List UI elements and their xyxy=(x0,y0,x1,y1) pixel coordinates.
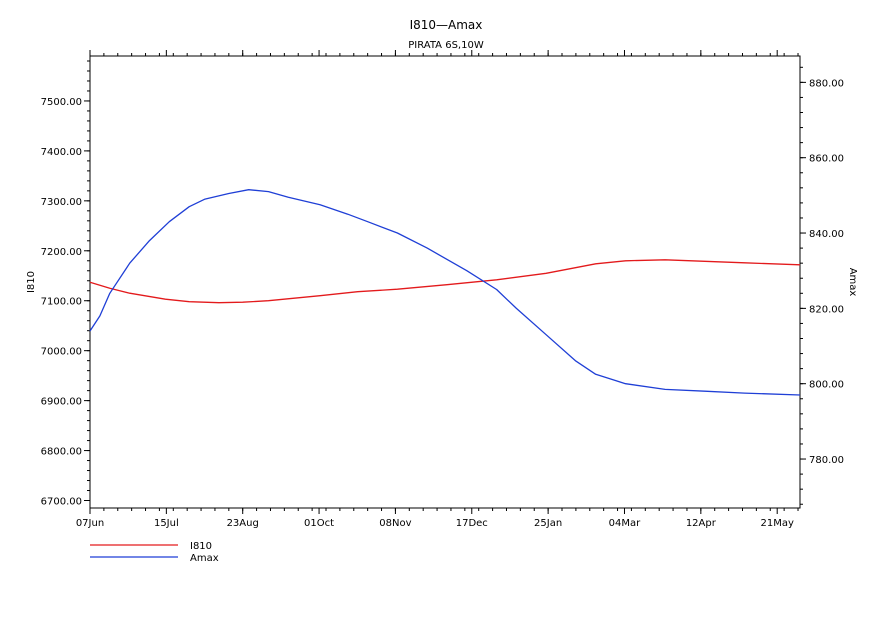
legend-label: Amax xyxy=(190,553,219,564)
y-right-tick-label: 880.00 xyxy=(809,78,844,89)
x-tick-label: 17Dec xyxy=(456,518,488,529)
y-left-tick-label: 7300.00 xyxy=(41,197,82,208)
series-line-i810 xyxy=(89,259,801,304)
y-left-tick-label: 7100.00 xyxy=(41,297,82,308)
y-right-tick-label: 800.00 xyxy=(809,380,844,391)
series-group xyxy=(89,189,801,396)
y-left-tick-label: 6700.00 xyxy=(41,497,82,508)
x-tick-label: 21May xyxy=(760,518,793,529)
y-right-tick-label: 860.00 xyxy=(809,154,844,165)
y-right-tick-label: 820.00 xyxy=(809,304,844,315)
x-tick-label: 07Jun xyxy=(76,518,104,529)
x-tick-label: 15Jul xyxy=(154,518,179,529)
y-left-tick-label: 7500.00 xyxy=(41,97,82,108)
y-left-tick-label: 7200.00 xyxy=(41,247,82,258)
chart-subtitle: PIRATA 6S,10W xyxy=(408,40,484,51)
x-tick-label: 04Mar xyxy=(609,518,641,529)
y-left-tick-label: 6800.00 xyxy=(41,447,82,458)
y-right-tick-label: 840.00 xyxy=(809,229,844,240)
y-left-tick-label: 6900.00 xyxy=(41,397,82,408)
x-tick-label: 01Oct xyxy=(304,518,334,529)
chart-title: I810—Amax xyxy=(410,18,483,32)
y-right-axis-label: Amax xyxy=(847,268,858,297)
y-left-tick-label: 7400.00 xyxy=(41,147,82,158)
plot-frame xyxy=(89,55,801,509)
y-right-tick-label: 780.00 xyxy=(809,455,844,466)
axis-ticks: 07Jun 15Jul 23Aug 01Oct 08Nov 17Dec 25Jan 04Mar… xyxy=(41,50,844,529)
x-tick-label: 23Aug xyxy=(227,518,259,529)
y-left-tick-label: 7000.00 xyxy=(41,347,82,358)
legend-label: I810 xyxy=(190,541,212,552)
x-tick-label: 25Jan xyxy=(534,518,562,529)
y-left-axis-label: I810 xyxy=(26,271,37,293)
x-tick-label: 12Apr xyxy=(686,518,717,529)
x-tick-label: 08Nov xyxy=(379,518,411,529)
series-line-amax xyxy=(89,189,801,396)
